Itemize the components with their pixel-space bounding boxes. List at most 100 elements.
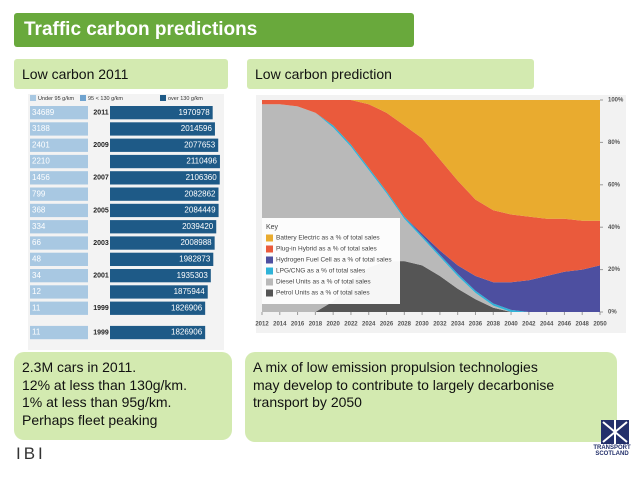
legend-label: Petrol Units as a % of total sales	[276, 290, 370, 297]
transport-scotland-logo: TRANSPORT SCOTLAND	[592, 445, 632, 457]
legend-label: Under 95 g/km	[38, 96, 74, 102]
year-label: 1999	[93, 305, 109, 312]
text-line: A mix of low emission propulsion technol…	[253, 359, 538, 375]
legend-label: Diesel Units as a % of total sales	[276, 279, 371, 286]
x-tick-label: 2050	[593, 322, 607, 328]
left-panel-title: Low carbon 2011	[14, 59, 228, 89]
table-cell	[30, 252, 88, 266]
bar-value: 1970978	[179, 108, 211, 117]
legend-swatch	[266, 278, 273, 286]
table-cell	[30, 285, 88, 299]
cell-value: 2210	[32, 157, 50, 166]
area	[262, 104, 600, 312]
table-cell	[30, 171, 88, 185]
legend-title: Key	[266, 224, 279, 231]
x-tick-label: 2028	[398, 322, 412, 328]
legend-swatch	[30, 95, 36, 101]
x-tick-label: 2046	[558, 322, 572, 328]
bar	[110, 203, 219, 218]
bar-value: 2082862	[184, 189, 216, 198]
legend-label: Hydrogen Fuel Cell as a % of total sales	[276, 257, 392, 264]
legend-swatch	[266, 289, 273, 297]
logo-line: TRANSPORT	[593, 445, 631, 451]
bar	[110, 187, 219, 201]
legend-label: LPG/CNG as a % of total sales	[276, 268, 366, 275]
right-panel-title: Low carbon prediction	[247, 59, 534, 89]
legend-swatch	[80, 95, 86, 101]
y-tick-label: 60%	[608, 182, 621, 188]
cell-value: 799	[32, 189, 46, 198]
text-line: 2.3M cars in 2011.	[22, 359, 137, 375]
legend-label: 95 < 130 g/km	[88, 96, 123, 102]
x-tick-label: 2012	[255, 322, 269, 328]
x-tick-label: 2032	[433, 322, 447, 328]
text-line: transport by 2050	[253, 394, 362, 410]
legend-label: over 130 g/km	[168, 96, 203, 102]
legend-swatch	[160, 95, 166, 101]
bar-value: 2008988	[180, 238, 212, 247]
bar	[110, 106, 213, 120]
legend-swatch	[266, 245, 273, 253]
logo-line: SCOTLAND	[595, 451, 629, 457]
cell-value: 1456	[32, 173, 50, 182]
bar-value: 2110496	[186, 157, 217, 166]
legend-swatch	[266, 234, 273, 242]
table-cell	[30, 220, 88, 234]
bar-value: 1875944	[174, 287, 206, 296]
table-cell	[30, 138, 88, 152]
legend-swatch	[266, 256, 273, 264]
bar-value: 1982873	[179, 254, 211, 263]
bar-value: 1935303	[177, 271, 209, 280]
bar	[110, 138, 219, 152]
table-cell	[30, 236, 88, 250]
text-line: 12% at less than 130g/km.	[22, 376, 187, 393]
legend-label: Battery Electric as a % of total sales	[276, 235, 380, 242]
table-cell	[30, 122, 88, 136]
ibi-logo: IBI	[16, 444, 46, 463]
bar	[110, 154, 220, 169]
table-cell	[30, 187, 88, 201]
year-label: 1999	[93, 329, 109, 336]
area	[262, 100, 600, 283]
x-tick-label: 2038	[487, 322, 501, 328]
table-cell	[30, 325, 88, 340]
y-tick-label: 80%	[608, 140, 621, 146]
table-cell	[30, 154, 88, 169]
cell-value: 11	[32, 303, 41, 312]
slide-title: Traffic carbon predictions	[14, 13, 414, 47]
x-tick-label: 2024	[362, 322, 376, 328]
area	[262, 100, 600, 221]
x-tick-label: 2016	[291, 322, 305, 328]
text-line: may develop to contribute to largely dec…	[253, 376, 555, 393]
legend-swatch	[266, 267, 273, 275]
x-tick-label: 2020	[326, 322, 340, 328]
bar	[110, 325, 206, 340]
left-text-box: 2.3M cars in 2011. 12% at less than 130g…	[14, 352, 232, 440]
bar	[110, 220, 217, 234]
x-tick-label: 2048	[576, 322, 590, 328]
bar-value: 2077653	[184, 140, 216, 149]
x-tick-label: 2018	[309, 322, 323, 328]
cell-value: 12	[32, 287, 41, 296]
text-line: Perhaps fleet peaking	[22, 411, 158, 428]
y-tick-label: 40%	[608, 225, 621, 231]
x-tick-label: 2022	[344, 322, 358, 328]
x-tick-label: 2040	[504, 322, 518, 328]
text-line: 1% at less than 95g/km.	[22, 394, 172, 410]
cell-value: 334	[32, 222, 46, 231]
y-tick-label: 0%	[608, 310, 617, 316]
cell-value: 66	[32, 238, 41, 247]
table-cell	[30, 106, 88, 120]
cell-value: 2401	[32, 140, 50, 149]
y-tick-label: 20%	[608, 267, 621, 273]
x-tick-label: 2036	[469, 322, 483, 328]
legend-box	[262, 218, 400, 304]
x-tick-label: 2044	[540, 322, 554, 328]
bar	[110, 122, 215, 136]
x-tick-label: 2034	[451, 322, 465, 328]
bar	[110, 236, 215, 250]
x-tick-label: 2014	[273, 322, 287, 328]
table-cell	[30, 301, 88, 315]
x-tick-label: 2042	[522, 322, 536, 328]
